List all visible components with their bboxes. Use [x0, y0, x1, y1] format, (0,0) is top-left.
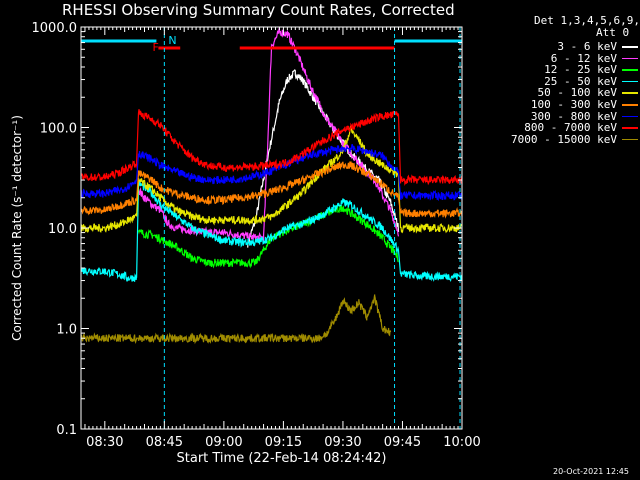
x-tick-label: 08:45: [146, 435, 183, 450]
series-line: [80, 161, 463, 219]
legend-entry: 12 - 25 keV: [488, 64, 638, 76]
y-tick-label: 10.0: [48, 222, 77, 237]
series-line: [80, 294, 392, 345]
legend-entry: 50 - 100 keV: [488, 87, 638, 99]
y-tick-label: 100.0: [40, 122, 77, 137]
x-tick-label: 08:30: [86, 435, 123, 450]
x-tick-label: 09:00: [205, 435, 242, 450]
legend-entry: 7000 - 15000 keV: [488, 134, 638, 146]
legend-label: 50 - 100 keV: [537, 86, 617, 100]
timestamp: 20-Oct-2021 12:45: [553, 467, 629, 476]
legend-swatch: [622, 80, 638, 83]
legend: 3 - 6 keV 6 - 12 keV 12 - 25 keV 25 - 50 ke…: [488, 41, 638, 145]
legend-entry: 300 - 800 keV: [488, 109, 638, 123]
legend-swatch: [622, 69, 638, 71]
legend-label: 7000 - 15000 keV: [511, 132, 617, 146]
y-tick-label: 0.1: [56, 423, 77, 438]
legend-swatch: [622, 92, 638, 94]
legend-label: 25 - 50 keV: [544, 74, 617, 88]
y-axis-label: Corrected Count Rate (s⁻¹ detector⁻¹): [10, 115, 24, 341]
legend-swatch: [622, 115, 638, 118]
series-line: [247, 69, 400, 248]
legend-swatch: [622, 103, 638, 106]
flag-f-label: F: [152, 41, 158, 54]
y-tick-label: 1000.0: [32, 21, 78, 36]
series-line: [80, 143, 463, 202]
series-line: [80, 125, 463, 234]
legend-label: 3 - 6 keV: [557, 40, 617, 53]
legend-entry: 800 - 7000 keV: [488, 122, 638, 134]
y-tick-label: 1.0: [56, 323, 77, 338]
legend-label: 300 - 800 keV: [530, 109, 617, 123]
flag-n-label: N: [168, 34, 176, 47]
legend-label: 6 - 12 keV: [550, 51, 617, 65]
x-axis-label: Start Time (22-Feb-14 08:24:42): [177, 451, 387, 466]
legend-entry: 100 - 300 keV: [488, 99, 638, 111]
chart-title: RHESSI Observing Summary Count Rates, Co…: [62, 1, 455, 19]
x-tick-label: 09:15: [265, 435, 302, 450]
legend-swatch: [622, 138, 638, 141]
series-line: [137, 204, 399, 269]
legend-label: 12 - 25 keV: [544, 63, 617, 77]
legend-entry: 25 - 50 keV: [488, 76, 638, 88]
attenuator-label: Att 0: [596, 26, 630, 39]
legend-entry: 3 - 6 keV: [488, 41, 638, 53]
series-line: [80, 109, 463, 186]
legend-label: 100 - 300 keV: [530, 97, 617, 111]
legend-swatch: [622, 57, 638, 60]
x-tick-label: 10:00: [443, 435, 480, 450]
detectors-label: Det 1,3,4,5,6,9,: [534, 14, 640, 27]
legend-label: 800 - 7000 keV: [524, 121, 617, 135]
legend-entry: 6 - 12 keV: [488, 51, 638, 65]
legend-swatch: [622, 127, 638, 129]
x-tick-label: 09:30: [324, 435, 361, 450]
legend-swatch: [622, 46, 638, 48]
series-line: [137, 27, 400, 242]
x-tick-label: 09:45: [384, 435, 421, 450]
